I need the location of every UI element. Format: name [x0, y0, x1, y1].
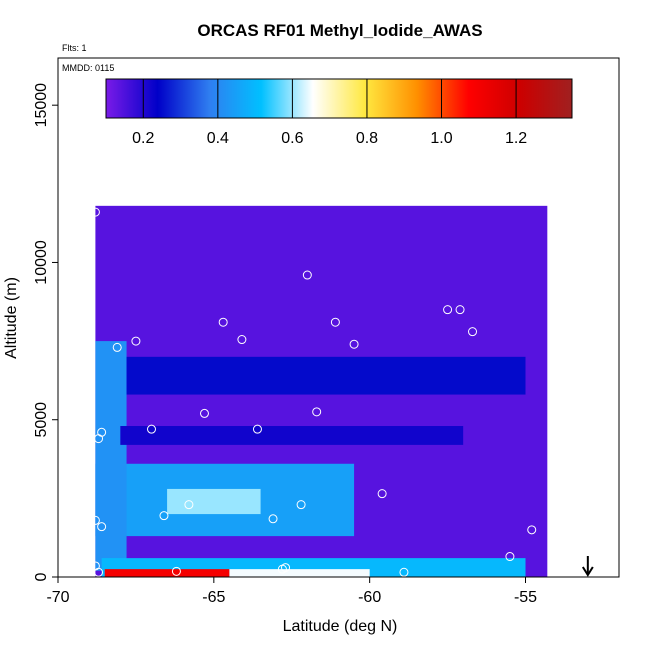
- colorbar-tick-label: 0.8: [356, 130, 378, 147]
- heatmap-field: [95, 205, 548, 577]
- x-tick-label: -70: [46, 589, 69, 606]
- sample-point-10: [455, 305, 465, 315]
- sample-point-31: [171, 566, 181, 576]
- sample-point-13: [549, 371, 559, 381]
- y-tick-label: 0: [33, 572, 50, 581]
- y-tick-label: 15000: [33, 83, 50, 128]
- sample-point-24: [159, 511, 169, 521]
- sample-point-28: [505, 552, 515, 562]
- colorbar-tick-label: 1.2: [505, 130, 527, 147]
- mmdd-annotation: MMDD: 0115: [62, 63, 114, 73]
- sample-point-3: [218, 317, 228, 327]
- sample-point-6: [330, 317, 340, 327]
- arrow-marker: [581, 556, 594, 577]
- colorbar-tick-label: 0.2: [132, 130, 154, 147]
- sample-point-20: [377, 489, 387, 499]
- sample-point-9: [443, 305, 453, 315]
- field-region-7: [126, 356, 526, 395]
- field-region-6: [229, 569, 370, 577]
- sample-point-1: [112, 342, 122, 352]
- field-region-5: [104, 569, 230, 577]
- sample-point-15: [94, 434, 104, 444]
- y-axis-label: Altitude (m): [3, 277, 20, 359]
- x-axis-label: Latitude (deg N): [283, 618, 398, 635]
- colorbar-tick-label: 0.4: [207, 130, 229, 147]
- sample-point-27: [527, 525, 537, 535]
- sample-point-19: [312, 407, 322, 417]
- y-tick-label: 5000: [33, 402, 50, 438]
- colorbar-tick-label: 0.6: [281, 130, 303, 147]
- sample-point-22: [268, 514, 278, 524]
- sample-point-7: [349, 339, 359, 349]
- sample-point-23: [184, 500, 194, 510]
- colorbar-tick-label: 1.0: [430, 130, 452, 147]
- sample-point-4: [237, 335, 247, 345]
- sample-point-0: [90, 207, 100, 217]
- x-tick-label: -55: [514, 589, 537, 606]
- axes: -70 -65 -60 -55 0 5000 10000 15000: [33, 83, 537, 606]
- sample-point-17: [199, 408, 209, 418]
- sample-point-12: [480, 177, 490, 187]
- sample-point-34: [399, 567, 409, 577]
- field-region-3: [95, 341, 127, 571]
- arrow-head: [581, 566, 594, 577]
- sample-point-16: [147, 424, 156, 434]
- y-tick-label: 10000: [33, 240, 50, 285]
- sample-point-11: [468, 327, 478, 337]
- field-region-2: [167, 488, 261, 515]
- sample-point-25: [90, 515, 100, 525]
- colorbar-ramp: [105, 78, 573, 119]
- sample-point-18: [252, 424, 262, 434]
- sample-point-33: [277, 564, 287, 574]
- sample-markers: [90, 177, 559, 577]
- chart-title: ORCAS RF01 Methyl_Iodide_AWAS: [197, 21, 482, 40]
- sample-point-8: [352, 182, 362, 192]
- sample-point-2: [131, 336, 141, 346]
- sample-point-30: [94, 567, 104, 577]
- x-tick-label: -65: [202, 589, 225, 606]
- sample-point-5: [302, 270, 312, 280]
- sample-point-21: [296, 500, 306, 510]
- sample-point-26: [97, 522, 107, 532]
- colorbar: 0.2 0.4 0.6 0.8 1.0 1.2: [105, 78, 573, 147]
- plot-frame: [57, 57, 620, 578]
- flights-annotation: Flts: 1: [62, 43, 87, 53]
- field-region-8: [120, 426, 464, 445]
- x-tick-label: -60: [358, 589, 381, 606]
